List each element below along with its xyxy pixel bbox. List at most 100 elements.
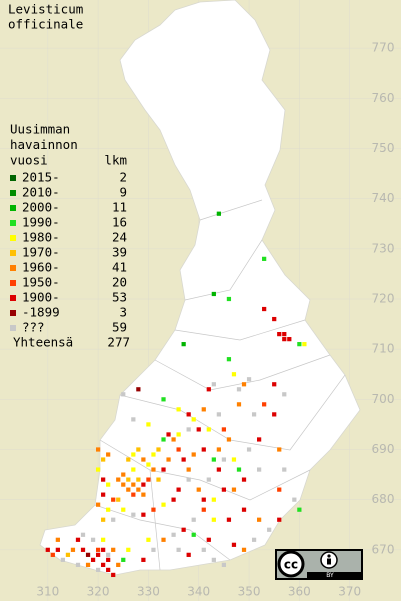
observation-square <box>85 562 91 567</box>
observation-square <box>106 567 111 573</box>
observation-square <box>176 547 181 552</box>
legend-label: -1899 <box>22 305 60 320</box>
legend-count: 24 <box>112 230 127 245</box>
observation-square <box>90 537 96 542</box>
observation-square <box>156 447 161 452</box>
observation-square <box>206 537 211 542</box>
observation-square <box>221 487 227 492</box>
observation-square <box>272 382 277 387</box>
legend-count: 41 <box>112 260 127 275</box>
observation-square <box>277 447 282 452</box>
observation-square <box>116 477 121 482</box>
y-tick-label: 750 <box>372 141 395 155</box>
observation-square <box>126 477 131 482</box>
observation-square <box>60 557 66 562</box>
observation-square <box>45 547 50 552</box>
observation-square <box>111 497 116 502</box>
observation-square <box>226 437 232 442</box>
x-tick-label: 330 <box>137 585 160 599</box>
observation-square <box>151 507 156 512</box>
observation-square <box>256 467 262 472</box>
observation-square <box>191 417 196 422</box>
observation-square <box>201 407 206 412</box>
observation-square <box>181 342 186 347</box>
observation-square <box>221 427 227 432</box>
observation-square <box>95 447 101 452</box>
observation-square <box>272 316 277 322</box>
observation-square <box>161 437 166 442</box>
observation-square <box>206 387 211 392</box>
y-tick-label: 670 <box>372 542 395 556</box>
legend-swatch <box>10 250 16 256</box>
x-tick-label: 360 <box>288 585 311 599</box>
observation-square <box>131 467 136 472</box>
observation-square <box>126 457 131 462</box>
observation-square <box>101 517 106 522</box>
observation-square <box>196 427 201 432</box>
observation-square <box>131 492 136 497</box>
observation-square <box>206 477 211 482</box>
observation-square <box>161 467 166 472</box>
observation-square <box>151 452 156 457</box>
observation-square <box>221 457 227 462</box>
observation-square <box>106 482 111 487</box>
observation-square <box>131 417 136 422</box>
observation-square <box>106 507 111 512</box>
title: officinale <box>8 17 83 32</box>
legend-count: 9 <box>119 185 127 200</box>
legend-heading: vuosi <box>10 153 48 168</box>
observation-square <box>216 447 221 452</box>
observation-square <box>75 537 81 542</box>
y-tick-label: 760 <box>372 91 395 105</box>
observation-square <box>101 537 106 542</box>
legend-count: 39 <box>112 245 127 260</box>
legend-label: 2000- <box>22 200 60 215</box>
observation-square <box>262 306 267 312</box>
observation-square <box>90 557 96 562</box>
observation-square <box>101 492 106 497</box>
legend-count-header: lkm <box>104 153 127 168</box>
x-tick-label: 370 <box>338 585 361 599</box>
observation-square <box>196 487 201 492</box>
x-tick-label: 310 <box>36 585 59 599</box>
observation-square <box>146 477 151 482</box>
observation-square <box>292 497 297 502</box>
legend-count: 53 <box>112 290 127 305</box>
observation-square <box>106 452 111 457</box>
observation-square <box>141 557 146 562</box>
observation-square <box>136 487 141 492</box>
observation-square <box>262 402 267 407</box>
observation-square <box>55 537 60 542</box>
y-tick-label: 690 <box>372 442 395 456</box>
observation-square <box>151 467 156 472</box>
observation-square <box>267 527 272 532</box>
observation-square <box>70 547 76 552</box>
observation-square <box>121 557 126 562</box>
observation-square <box>226 296 232 302</box>
observation-square <box>166 457 171 462</box>
observation-square <box>131 512 136 517</box>
observation-square <box>95 552 101 557</box>
observation-square <box>95 467 101 472</box>
observation-square <box>95 547 101 552</box>
observation-square <box>282 332 287 337</box>
observation-square <box>191 452 196 457</box>
observation-square <box>241 382 247 387</box>
observation-square <box>226 357 232 362</box>
observation-square <box>211 557 216 562</box>
observation-square <box>282 392 287 397</box>
observation-square <box>282 467 287 472</box>
legend-label: 1980- <box>22 230 60 245</box>
legend-count: 16 <box>112 215 127 230</box>
observation-square <box>106 552 111 557</box>
observation-square <box>191 517 196 522</box>
observation-square <box>146 422 151 427</box>
observation-square <box>80 547 86 552</box>
observation-square <box>161 397 166 402</box>
observation-square <box>277 332 282 337</box>
observation-square <box>141 482 146 487</box>
observation-square <box>231 542 237 547</box>
observation-square <box>211 497 216 502</box>
legend-swatch <box>10 190 16 196</box>
